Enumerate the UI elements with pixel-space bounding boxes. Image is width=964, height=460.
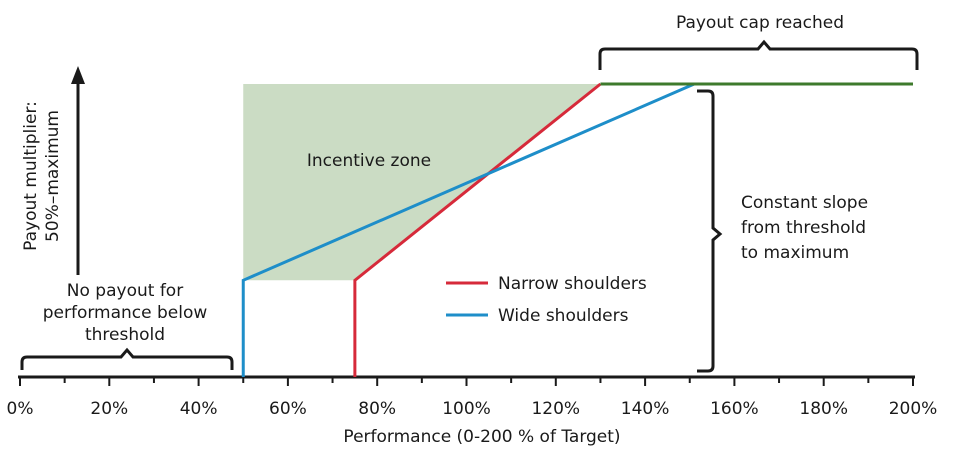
x-tick-label: 80%	[358, 399, 396, 419]
y-axis-label-line-1: Payout multiplier:	[21, 101, 41, 251]
incentive-zone-label: Incentive zone	[307, 151, 431, 171]
x-tick-label: 200%	[889, 399, 938, 419]
x-tick-label: 100%	[442, 399, 491, 419]
no-payout-label-line: performance below	[43, 303, 208, 323]
no-payout-label-line: threshold	[85, 325, 165, 345]
x-tick-label: 160%	[710, 399, 759, 419]
no-payout-label-line: No payout for	[67, 281, 183, 301]
incentive-zone	[243, 84, 601, 281]
slope-label-line: Constant slope	[741, 193, 868, 213]
no-payout-bracket	[20, 347, 234, 370]
legend-label: Wide shoulders	[498, 306, 629, 326]
cap-label: Payout cap reached	[676, 13, 844, 33]
x-tick-label: 40%	[180, 399, 218, 419]
x-tick-label: 140%	[621, 399, 670, 419]
x-tick-label: 180%	[799, 399, 848, 419]
x-tick-label: 120%	[531, 399, 580, 419]
x-tick-label: 60%	[269, 399, 307, 419]
slope-label-line: to maximum	[741, 243, 849, 263]
series-line-1	[241, 82, 695, 377]
cap-bracket	[598, 39, 919, 70]
x-axis-label: Performance (0-200 % of Target)	[343, 427, 620, 447]
y-axis-arrow-head	[71, 66, 85, 84]
x-tick-label: 0%	[7, 399, 34, 419]
x-tick-label: 20%	[90, 399, 128, 419]
series-line-0	[353, 82, 602, 377]
y-axis-label-line-2: 50%–maximum	[43, 110, 63, 242]
slope-bracket	[697, 89, 723, 373]
legend-label: Narrow shoulders	[498, 274, 647, 294]
slope-label-line: from threshold	[741, 218, 866, 238]
